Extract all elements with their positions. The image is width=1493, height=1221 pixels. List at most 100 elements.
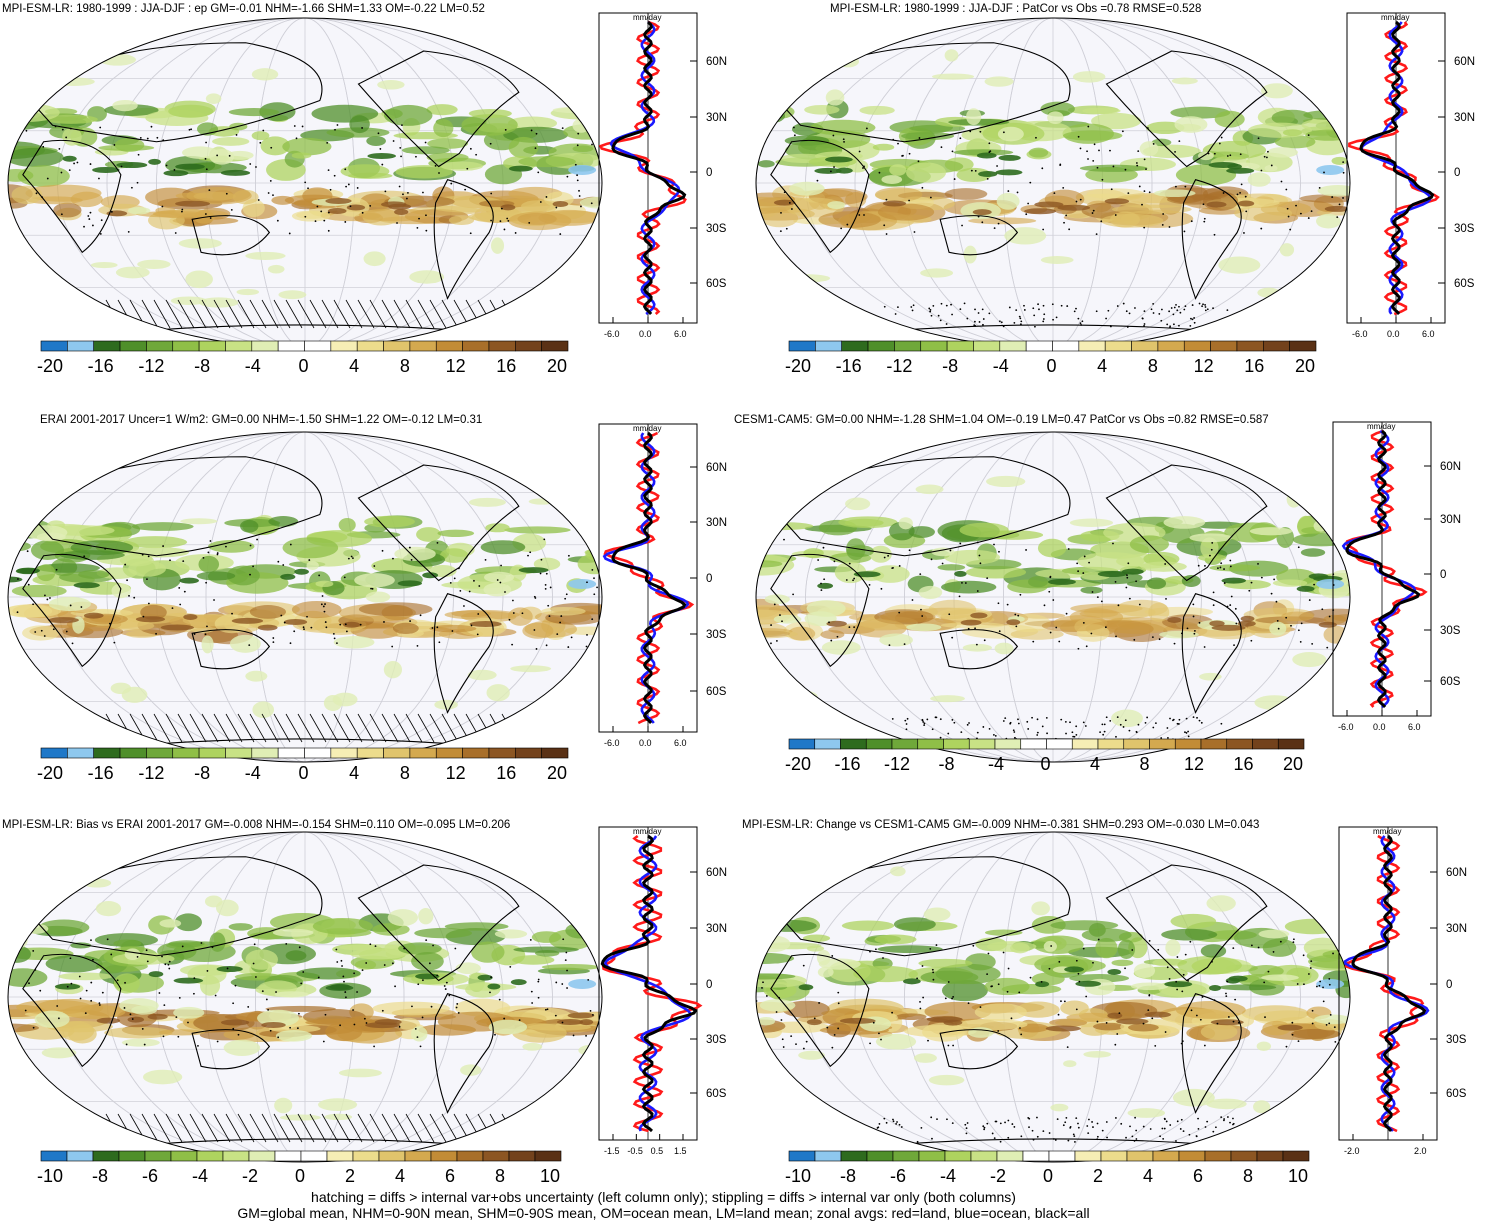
colorbar xyxy=(788,738,1305,750)
colorbar-tick-label: 10 xyxy=(539,1166,561,1186)
colorbar-swatch xyxy=(225,747,253,759)
zonal-x-tick-label: 0.0 xyxy=(1387,329,1400,339)
colorbar-swatch xyxy=(1157,340,1185,352)
footer-legend-note: GM=global mean, NHM=0-90N mean, SHM=0-90… xyxy=(237,1205,1090,1221)
footer-hatching-note: hatching = diffs > internal var+obs unce… xyxy=(311,1189,1016,1205)
colorbar-tick-label: 6 xyxy=(1192,1166,1204,1186)
zonal-line-all xyxy=(1345,429,1421,709)
zonal-x-tick-label: 6.0 xyxy=(1408,722,1421,732)
colorbar-tick-label: 20 xyxy=(546,356,568,376)
colorbar-tick-label: -8 xyxy=(91,1166,109,1186)
colorbar-swatch xyxy=(1022,1150,1050,1162)
colorbar-swatch xyxy=(1074,1150,1102,1162)
colorbar-tick-label: 2 xyxy=(1092,1166,1104,1186)
zonal-average-plot: mm/day 60N 30N 0 30S 60S -2.0 2.0 xyxy=(1338,826,1467,1156)
colorbar-tick-label: -2 xyxy=(241,1166,259,1186)
colorbar-labels: -10 -8 -6 -4 -2 0 2 4 6 8 10 xyxy=(36,1166,561,1190)
colorbar-swatch xyxy=(1174,738,1202,750)
colorbar-swatch xyxy=(917,738,944,750)
colorbar-tick-label: 16 xyxy=(1233,754,1254,774)
colorbar-swatch xyxy=(1131,340,1159,352)
colorbar-tick-label: -20 xyxy=(784,754,812,774)
colorbar-swatch xyxy=(1100,1150,1128,1162)
colorbar-swatch xyxy=(918,1150,946,1162)
zonal-line-all xyxy=(611,20,687,316)
colorbar-swatch xyxy=(383,340,411,352)
colorbar-swatch xyxy=(1078,340,1106,352)
colorbar-swatch xyxy=(144,1150,172,1162)
panel-3: ERAI 2001-2017 Uncer=1 W/m2: GM=0.00 NHM… xyxy=(0,405,745,795)
zonal-x-tick-label: -6.0 xyxy=(1338,722,1354,732)
colorbar-tick-label: 16 xyxy=(496,356,517,376)
colorbar-swatch xyxy=(788,1150,816,1162)
latitude-tick-label: 60N xyxy=(1454,56,1475,68)
colorbar-tick-label: 2 xyxy=(344,1166,356,1186)
colorbar-tick-label: -12 xyxy=(138,356,165,376)
zonal-x-tick-label: -0.5 xyxy=(627,1146,643,1156)
colorbar-swatch xyxy=(814,738,841,750)
colorbar-tick-label: 0 xyxy=(1040,754,1051,774)
colorbar xyxy=(788,1150,1310,1162)
colorbar-swatch xyxy=(435,747,463,759)
latitude-tick-label: 0 xyxy=(1454,167,1460,179)
colorbar-swatch xyxy=(920,340,948,352)
colorbar-tick-label: 16 xyxy=(496,763,517,783)
colorbar-swatch xyxy=(330,747,358,759)
colorbar-swatch xyxy=(970,1150,998,1162)
colorbar-swatch xyxy=(1097,738,1125,750)
colorbar-tick-label: 12 xyxy=(1183,754,1205,774)
colorbar-swatch xyxy=(1178,1150,1206,1162)
colorbar-tick-label: 8 xyxy=(1147,356,1158,376)
colorbar xyxy=(40,1150,562,1162)
colorbar-labels: -10 -8 -6 -4 -2 0 2 4 6 8 10 xyxy=(785,1166,1308,1190)
colorbar-swatch xyxy=(462,747,490,759)
colorbar-tick-label: 4 xyxy=(394,1166,406,1186)
colorbar-swatch xyxy=(1289,340,1317,352)
colorbar-swatch xyxy=(968,738,996,750)
colorbar-swatch xyxy=(534,1150,562,1162)
colorbar-swatch xyxy=(222,1150,250,1162)
latitude-tick-label: 60S xyxy=(1440,676,1461,688)
colorbar-tick-label: -8 xyxy=(938,754,955,774)
zonal-units-label: mm/day xyxy=(633,827,661,836)
zonal-x-tick-label: -2.0 xyxy=(1344,1146,1360,1156)
zonal-units-label: mm/day xyxy=(1367,422,1395,431)
colorbar-labels: -20 -16 -12 -8 -4 0 4 8 12 16 20 xyxy=(784,754,1303,778)
robinson-map xyxy=(755,831,1351,1163)
latitude-tick-label: 0 xyxy=(706,167,712,179)
robinson-map xyxy=(7,17,603,349)
colorbar-tick-label: 4 xyxy=(1142,1166,1154,1186)
colorbar-tick-label: 8 xyxy=(1242,1166,1254,1186)
colorbar-tick-label: -12 xyxy=(883,754,911,774)
colorbar-tick-label: 4 xyxy=(349,356,360,376)
panel-title: MPI-ESM-LR: 1980-1999 : JJA-DJF : PatCor… xyxy=(830,3,1202,15)
colorbar-tick-label: -4 xyxy=(992,356,1009,376)
colorbar-swatch xyxy=(894,340,922,352)
colorbar-swatch xyxy=(946,340,974,352)
zonal-line-ocean xyxy=(1343,835,1430,1132)
zonal-x-tick-label: 0.5 xyxy=(651,1146,664,1156)
colorbar-swatch xyxy=(944,1150,972,1162)
colorbar-swatch xyxy=(1071,738,1099,750)
zonal-units-label: mm/day xyxy=(633,424,661,433)
colorbar-swatch xyxy=(891,738,919,750)
colorbar-tick-label: -20 xyxy=(36,763,64,783)
colorbar-swatch xyxy=(119,340,147,352)
colorbar-tick-label: -10 xyxy=(36,1166,64,1186)
colorbar-swatch xyxy=(409,747,437,759)
latitude-tick-label: 0 xyxy=(706,573,712,585)
colorbar-swatch xyxy=(196,1150,224,1162)
zonal-line-ocean xyxy=(602,432,690,724)
zonal-average-plot: mm/day 60N 30N 0 30S 60S -6.0 0.0 6.0 xyxy=(598,12,727,339)
colorbar-swatch xyxy=(841,340,869,352)
zonal-average-plot: mm/day 60N 30N 0 30S 60S -1.5 -0.5 0.5 1.5 xyxy=(598,826,727,1156)
colorbar-swatch xyxy=(435,340,463,352)
colorbar-swatch xyxy=(172,747,200,759)
zonal-x-tick-label: 0.0 xyxy=(639,329,652,339)
colorbar-swatch xyxy=(352,1150,380,1162)
panel-4: CESM1-CAM5: GM=0.00 NHM=-1.28 SHM=1.04 O… xyxy=(734,405,1493,795)
zonal-x-tick-label: -6.0 xyxy=(604,738,620,748)
colorbar-swatch xyxy=(277,340,305,352)
colorbar-swatch xyxy=(865,738,893,750)
colorbar-tick-label: 12 xyxy=(1193,356,1214,376)
